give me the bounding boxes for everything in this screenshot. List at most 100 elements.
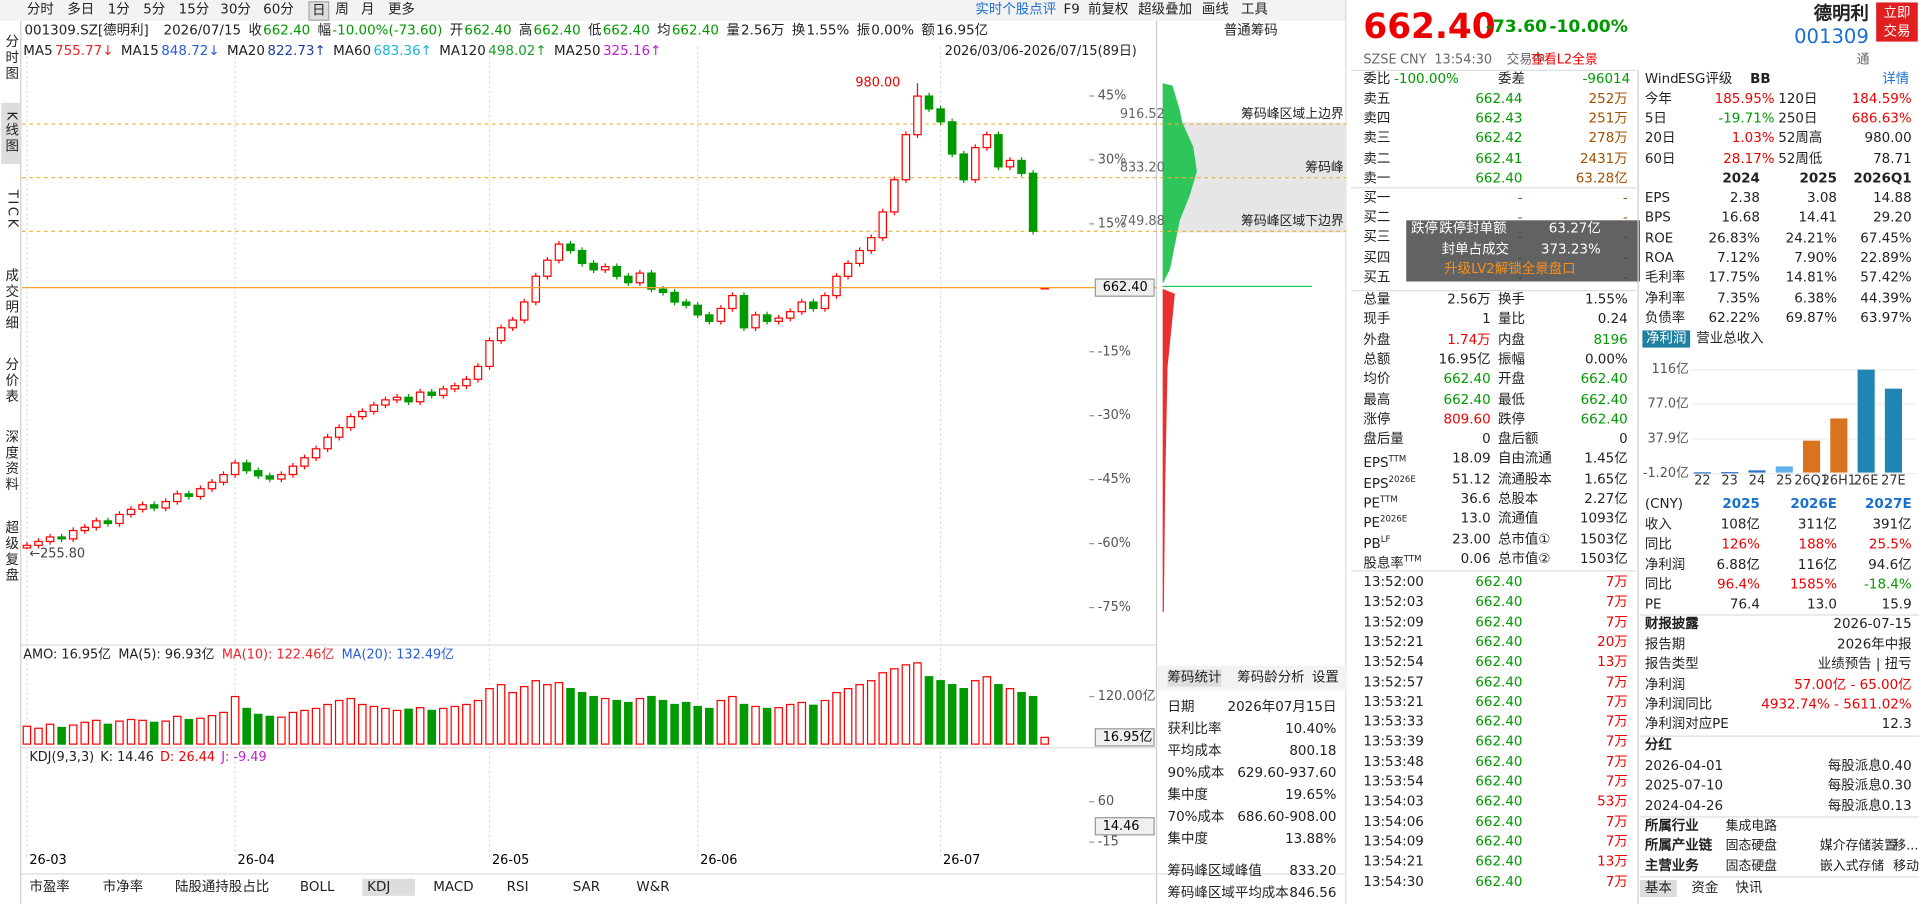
range-label: 2026/03/06-2026/07/15(89日): [944, 44, 1137, 59]
indicator-tab[interactable]: SAR: [572, 878, 601, 895]
stat-value: 0.06: [1460, 550, 1491, 567]
stat-value: 1: [1482, 311, 1491, 328]
toolbar-tab[interactable]: 日: [308, 1, 330, 21]
perf-label: 今年: [1644, 90, 1672, 107]
side-tab[interactable]: 深度资料: [3, 429, 20, 494]
info-value: 662.40: [602, 22, 650, 38]
candle-body: [196, 488, 205, 498]
amount-bar: [913, 662, 922, 745]
candle-body: [34, 540, 43, 546]
toolbar-tab[interactable]: 60分: [263, 1, 294, 18]
info-tab[interactable]: 基本: [1639, 879, 1677, 898]
indicator-tab[interactable]: W&R: [636, 878, 670, 895]
upgrade-link[interactable]: 升级LV2解锁全景盘口: [1444, 260, 1576, 277]
level-label: 卖五: [1363, 90, 1391, 107]
info-tab[interactable]: 快讯: [1735, 879, 1763, 896]
indicator-tab[interactable]: 陆股通持股占比: [175, 878, 270, 895]
level-label: 买三: [1363, 229, 1391, 246]
toolbar-tab[interactable]: 更多: [387, 1, 415, 18]
toolbar-action[interactable]: 工具: [1240, 1, 1268, 18]
chip-tab[interactable]: 设置: [1311, 669, 1339, 686]
stat-value: 662.40: [1580, 371, 1628, 387]
toolbar-action[interactable]: 超级叠加: [1138, 1, 1193, 18]
chip-tab[interactable]: 筹码龄分析: [1237, 669, 1305, 686]
tick-price: 662.40: [1475, 753, 1523, 770]
candle-body: [230, 462, 240, 476]
indicator-tab[interactable]: KDJ: [362, 878, 415, 896]
side-tab[interactable]: 超级复盘: [3, 520, 20, 584]
toolbar-tab[interactable]: 周: [335, 1, 349, 18]
amount-label: MA(10): 122.46亿: [222, 647, 335, 662]
chip-stat-value: 2026年07月15日: [1227, 698, 1337, 715]
profit-tick-label: 116亿: [1652, 362, 1690, 377]
level-volume: -: [1622, 209, 1628, 226]
side-tab[interactable]: K线图: [1, 102, 21, 164]
side-tab[interactable]: 分时图: [3, 33, 20, 82]
stat-label: 最高: [1363, 391, 1391, 407]
tick-time: 13:53:33: [1363, 713, 1424, 730]
toolbar-tab[interactable]: 30分: [220, 1, 251, 18]
amount-bar: [34, 727, 43, 745]
profit-tab[interactable]: 净利润: [1642, 330, 1691, 348]
esg-detail[interactable]: 详情: [1882, 70, 1910, 87]
side-tab[interactable]: 成交明细: [3, 268, 20, 332]
toolbar-action[interactable]: F9: [1063, 1, 1080, 18]
amount-bar: [404, 708, 413, 745]
y2-tick-label: 30%: [1098, 152, 1127, 167]
stat-label: 振幅: [1497, 351, 1525, 368]
fin-value: 69.87%: [1785, 309, 1837, 326]
stat-label-sup: TTM: [1403, 554, 1422, 565]
fin-label: BPS: [1644, 209, 1671, 226]
indicator-tab[interactable]: BOLL: [299, 878, 335, 895]
amount-bar: [658, 699, 668, 745]
x-tick-label: 26-04: [238, 853, 275, 868]
stat-label: 盘后额: [1497, 430, 1539, 447]
fin-value: 14.41: [1798, 209, 1837, 226]
info-value: 662.40: [533, 22, 581, 38]
toolbar-action[interactable]: 画线: [1201, 1, 1229, 18]
toolbar-tab[interactable]: 月: [361, 1, 375, 18]
candle-body: [138, 504, 147, 510]
amount-bar: [566, 688, 575, 745]
toolbar-action[interactable]: 前复权: [1088, 1, 1129, 18]
chip-tab[interactable]: 筹码统计: [1167, 669, 1222, 687]
candle-body: [855, 249, 864, 265]
amount-bar: [103, 723, 113, 745]
toolbar-action[interactable]: 实时个股点评: [975, 1, 1057, 18]
toolbar-tab[interactable]: 分时: [26, 1, 54, 18]
indicator-tab[interactable]: 市盈率: [29, 878, 70, 895]
kdj-tick-label: 60: [1098, 794, 1114, 809]
profit-bar: [1884, 388, 1902, 473]
info-label: 均: [657, 22, 671, 38]
chip-stat-label: 90%成本: [1167, 764, 1225, 781]
tick-volume: 7万: [1605, 573, 1628, 590]
side-tab[interactable]: TICK: [4, 189, 21, 230]
toolbar-tab[interactable]: 1分: [107, 1, 130, 18]
amount-bar: [924, 676, 934, 745]
toolbar-tab[interactable]: 5分: [143, 1, 166, 18]
report-title: 财报披露: [1644, 615, 1699, 632]
tick-volume: 7万: [1605, 773, 1628, 790]
amount-bar: [971, 680, 980, 745]
chip-stat-value: 846.56: [1289, 884, 1337, 901]
candle-body: [577, 249, 587, 265]
profit-tab[interactable]: 营业总收入: [1696, 330, 1764, 347]
chip-level-name: 筹码峰区域下边界: [1241, 213, 1344, 229]
trade-button[interactable]: 立即交易: [1876, 2, 1918, 42]
indicator-tab[interactable]: 市净率: [102, 878, 144, 895]
stat-value: 1503亿: [1579, 530, 1628, 547]
toolbar-tab[interactable]: 15分: [178, 1, 210, 18]
y2-tick-label: -45%: [1098, 472, 1131, 487]
side-tab[interactable]: 分价表: [3, 356, 20, 405]
stat-label: 流通股本: [1497, 470, 1552, 487]
toolbar-tab[interactable]: 多日: [67, 1, 95, 18]
industry-item: 固态硬盘: [1725, 858, 1778, 874]
tick-time: 13:54:03: [1363, 793, 1424, 810]
indicator-tab[interactable]: RSI: [506, 878, 529, 895]
candle-body: [901, 134, 911, 181]
indicator-tab[interactable]: MACD: [433, 878, 474, 895]
report-value: 2026年中报: [1836, 636, 1912, 653]
fin-value: 7.35%: [1717, 289, 1760, 306]
info-tab[interactable]: 资金: [1691, 879, 1719, 896]
